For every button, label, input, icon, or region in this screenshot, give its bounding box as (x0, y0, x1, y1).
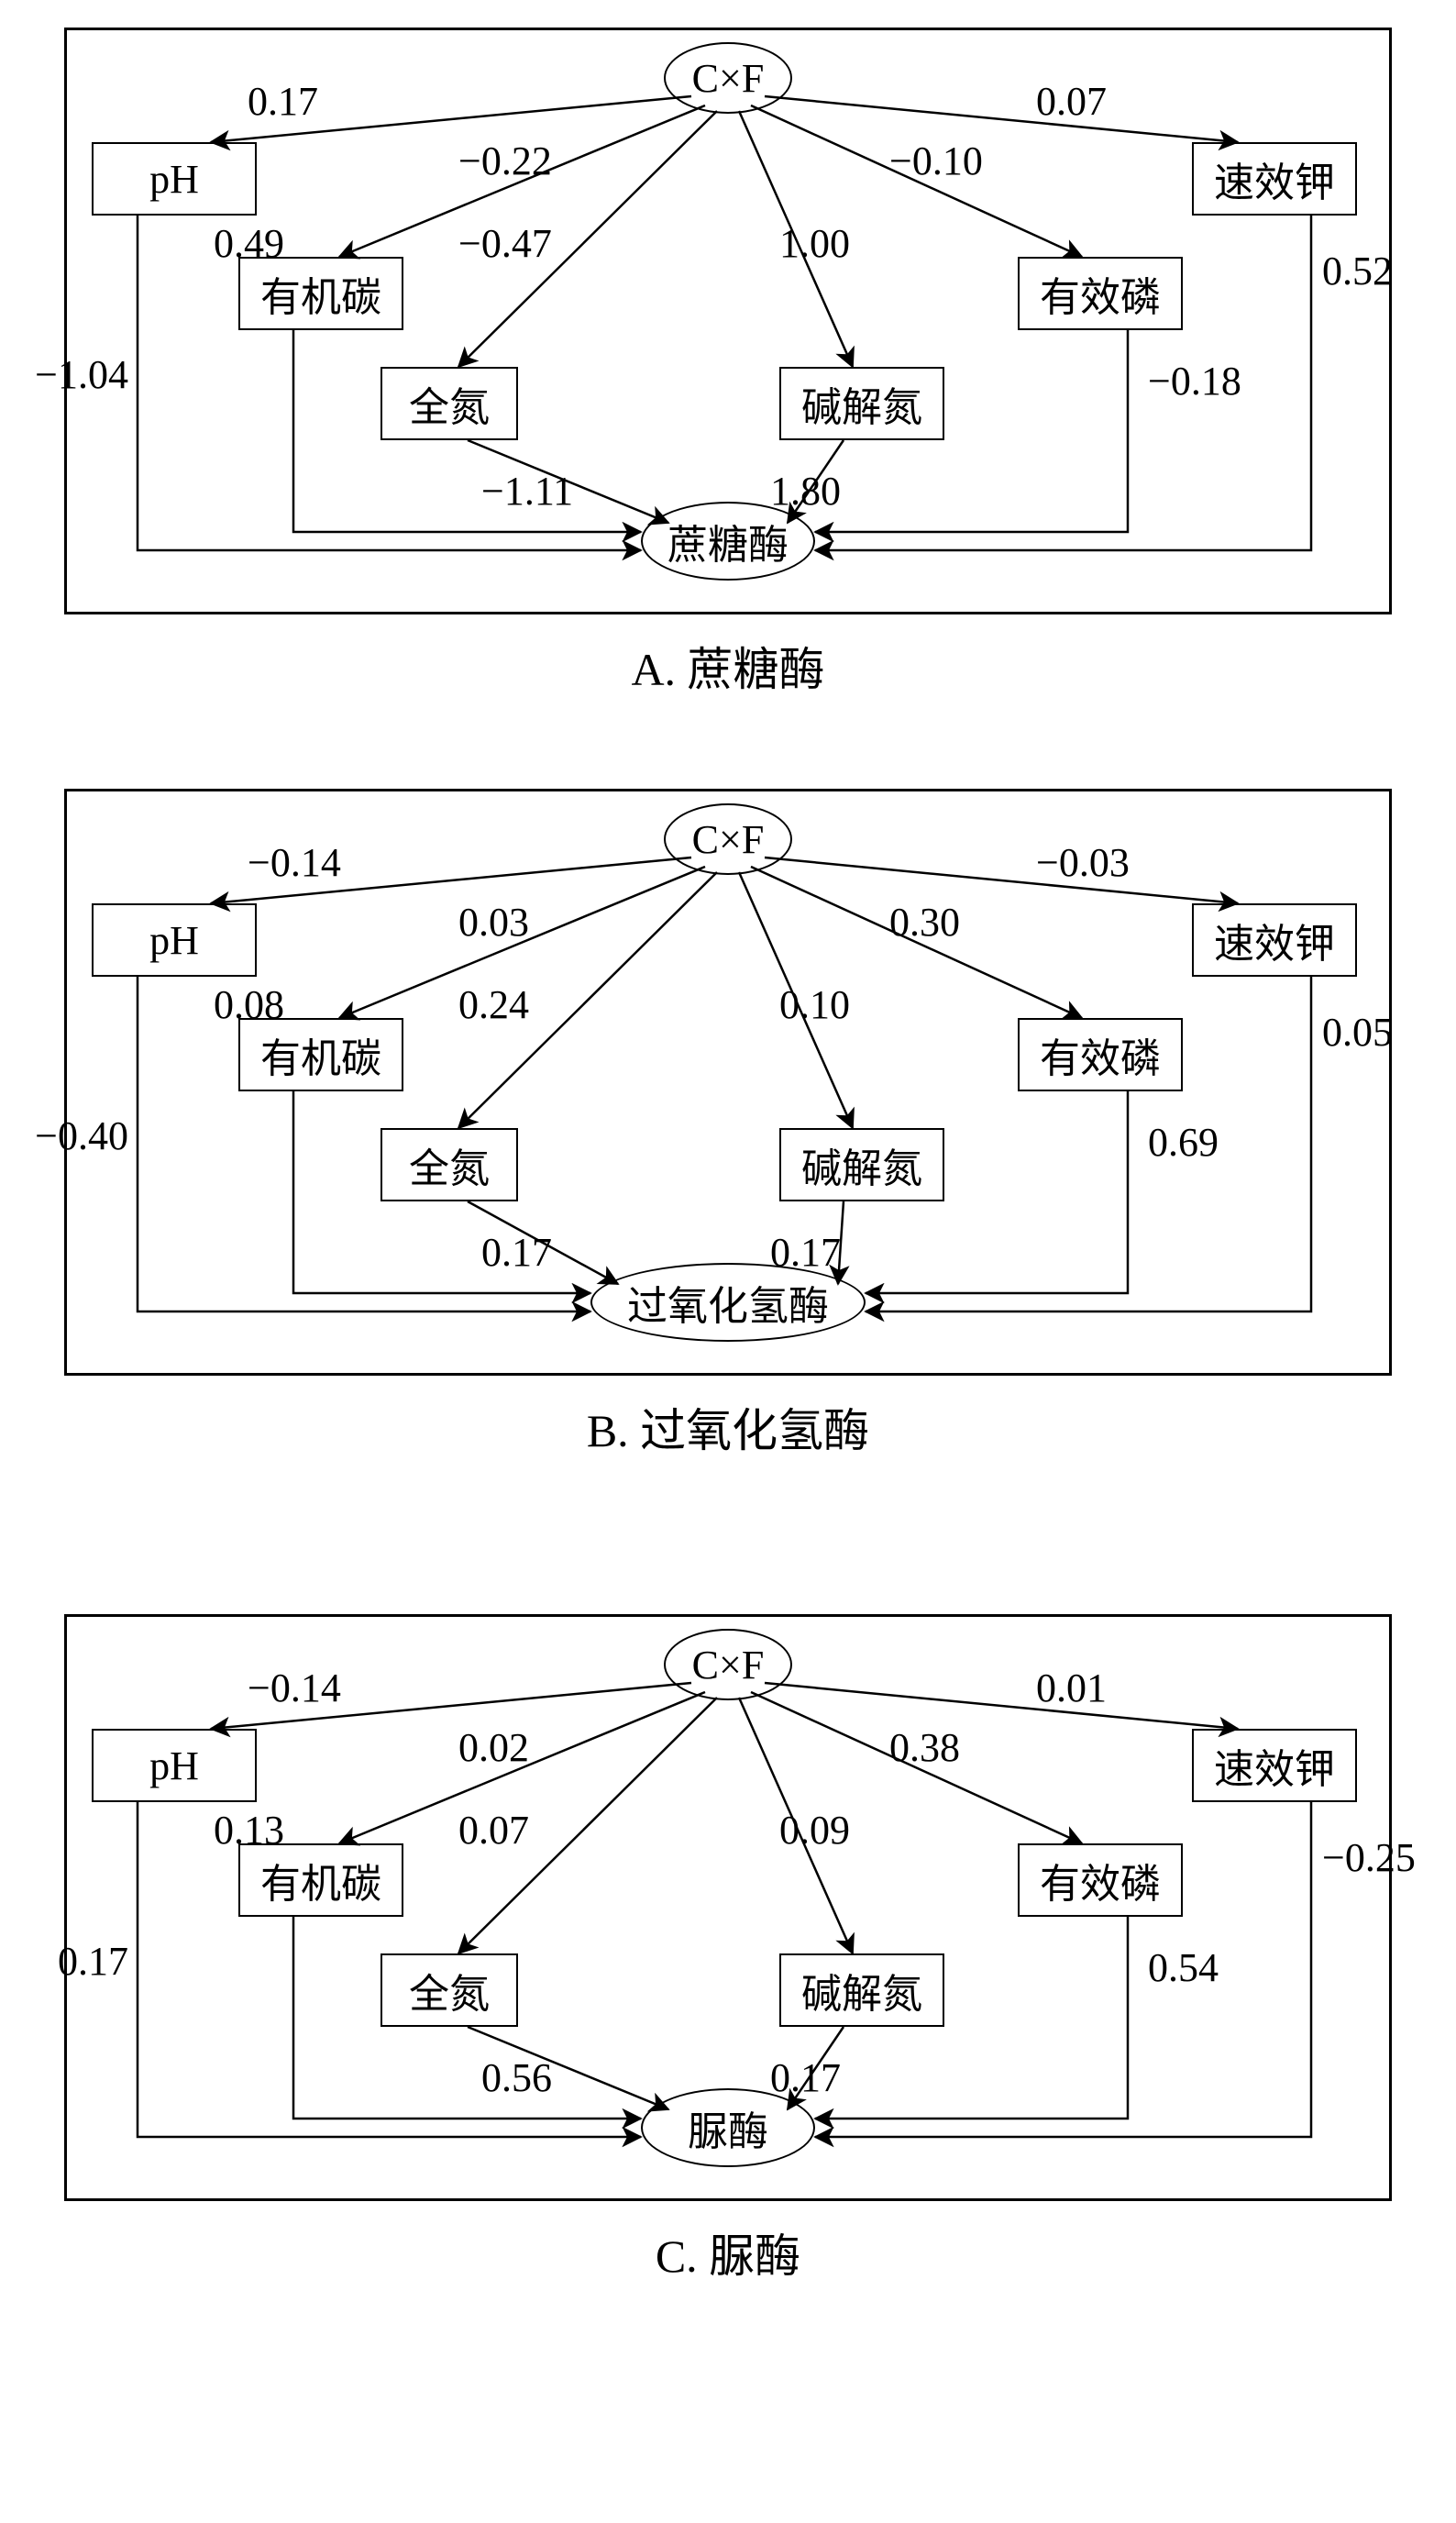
edge-label: 1.00 (779, 220, 850, 267)
panel-caption: A. 蔗糖酶 (631, 633, 824, 699)
edge-label: −1.11 (481, 468, 573, 515)
node-ph: pH (92, 903, 257, 977)
edge-label: −0.40 (35, 1112, 128, 1159)
node-ph: pH (92, 142, 257, 216)
node-label: 有机碳 (260, 1851, 381, 1909)
node-label: 碱解氮 (801, 374, 922, 433)
node-oc: 有机碳 (238, 1018, 403, 1091)
path-diagram-figure: C×FpH有机碳全氮碱解氮有效磷速效钾蔗糖酶0.17−0.22−0.471.00… (0, 0, 1456, 2523)
node-label: pH (149, 917, 199, 964)
edge-label: −1.04 (35, 351, 128, 398)
node-tn: 全氮 (381, 1128, 518, 1201)
node-label: C×F (692, 55, 765, 102)
edge-label: 0.13 (214, 1807, 284, 1854)
node-label: 蔗糖酶 (667, 512, 789, 570)
edge-label: −0.10 (889, 138, 983, 184)
edge-label: 0.02 (458, 1724, 529, 1771)
edge-label: −0.14 (248, 1665, 341, 1711)
panel-caption: C. 脲酶 (656, 2219, 800, 2285)
panel-caption: B. 过氧化氢酶 (587, 1394, 869, 1460)
edge-label: 0.17 (770, 1229, 841, 1276)
node-ph: pH (92, 1729, 257, 1802)
node-source: C×F (664, 1629, 792, 1700)
node-label: 有机碳 (260, 264, 381, 323)
edge-label: 0.54 (1148, 1944, 1219, 1991)
edge-label: −0.25 (1322, 1834, 1416, 1881)
edge-label: 0.07 (1036, 78, 1107, 125)
node-label: 速效钾 (1214, 911, 1335, 969)
node-label: 有机碳 (260, 1025, 381, 1084)
node-ak: 速效钾 (1192, 903, 1357, 977)
node-label: 全氮 (409, 1135, 490, 1194)
edge-label: 0.24 (458, 981, 529, 1028)
edge-label: 0.17 (58, 1938, 128, 1985)
node-oc: 有机碳 (238, 257, 403, 330)
node-label: 碱解氮 (801, 1135, 922, 1194)
node-label: 碱解氮 (801, 1961, 922, 2020)
node-label: 有效磷 (1040, 264, 1161, 323)
edge-label: 0.30 (889, 899, 960, 946)
node-an: 碱解氮 (779, 367, 944, 440)
edge-label: 0.10 (779, 981, 850, 1028)
node-an: 碱解氮 (779, 1953, 944, 2027)
edge-label: 0.56 (481, 2054, 552, 2101)
node-label: 有效磷 (1040, 1025, 1161, 1084)
panel-C: C×F pH 有机碳全氮 碱解氮 有效磷速效钾脲酶 −0.14 0.02 0.07 0.09 0.… (0, 1605, 1456, 2403)
edge-label: 0.49 (214, 220, 284, 267)
node-label: C×F (692, 1642, 765, 1688)
node-oc: 有机碳 (238, 1843, 403, 1917)
node-label: 速效钾 (1214, 149, 1335, 208)
node-ap: 有效磷 (1018, 257, 1183, 330)
node-an: 碱解氮 (779, 1128, 944, 1201)
node-ap: 有效磷 (1018, 1018, 1183, 1091)
node-label: 全氮 (409, 374, 490, 433)
node-source: C×F (664, 803, 792, 875)
edge-label: −0.18 (1148, 358, 1241, 404)
node-label: 脲酶 (688, 2098, 768, 2157)
edge-label: −0.03 (1036, 839, 1130, 886)
edge-label: 1.80 (770, 468, 841, 515)
edge-label: 0.09 (779, 1807, 850, 1854)
node-label: pH (149, 1743, 199, 1789)
edge-label: 0.01 (1036, 1665, 1107, 1711)
edge-label: 0.52 (1322, 248, 1393, 294)
node-ak: 速效钾 (1192, 1729, 1357, 1802)
edge-label: −0.14 (248, 839, 341, 886)
node-ak: 速效钾 (1192, 142, 1357, 216)
node-ap: 有效磷 (1018, 1843, 1183, 1917)
panel-B: C×F pH 有机碳全氮 碱解氮 有效磷速效钾过氧化氢酶 −0.14 0.03 0.24 0.1… (0, 780, 1456, 1577)
edge-label: 0.05 (1322, 1009, 1393, 1056)
edge-label: 0.17 (481, 1229, 552, 1276)
panel-A: C×F pH 有机碳全氮 碱解氮 有效磷速效钾蔗糖酶 0.17 −0.22 −0.47 1.00… (0, 18, 1456, 752)
edge-label: 0.17 (770, 2054, 841, 2101)
edge-label: 0.69 (1148, 1119, 1219, 1166)
edge-label: −0.22 (458, 138, 552, 184)
node-label: 有效磷 (1040, 1851, 1161, 1909)
node-tn: 全氮 (381, 1953, 518, 2027)
edge-label: 0.17 (248, 78, 318, 125)
node-tn: 全氮 (381, 367, 518, 440)
node-source: C×F (664, 42, 792, 114)
node-label: C×F (692, 816, 765, 863)
edge-label: 0.07 (458, 1807, 529, 1854)
node-label: 过氧化氢酶 (627, 1273, 829, 1332)
node-label: 速效钾 (1214, 1736, 1335, 1795)
edge-label: 0.08 (214, 981, 284, 1028)
edge-label: 0.03 (458, 899, 529, 946)
node-label: pH (149, 156, 199, 203)
node-label: 全氮 (409, 1961, 490, 2020)
edge-label: 0.38 (889, 1724, 960, 1771)
edge-label: −0.47 (458, 220, 552, 267)
